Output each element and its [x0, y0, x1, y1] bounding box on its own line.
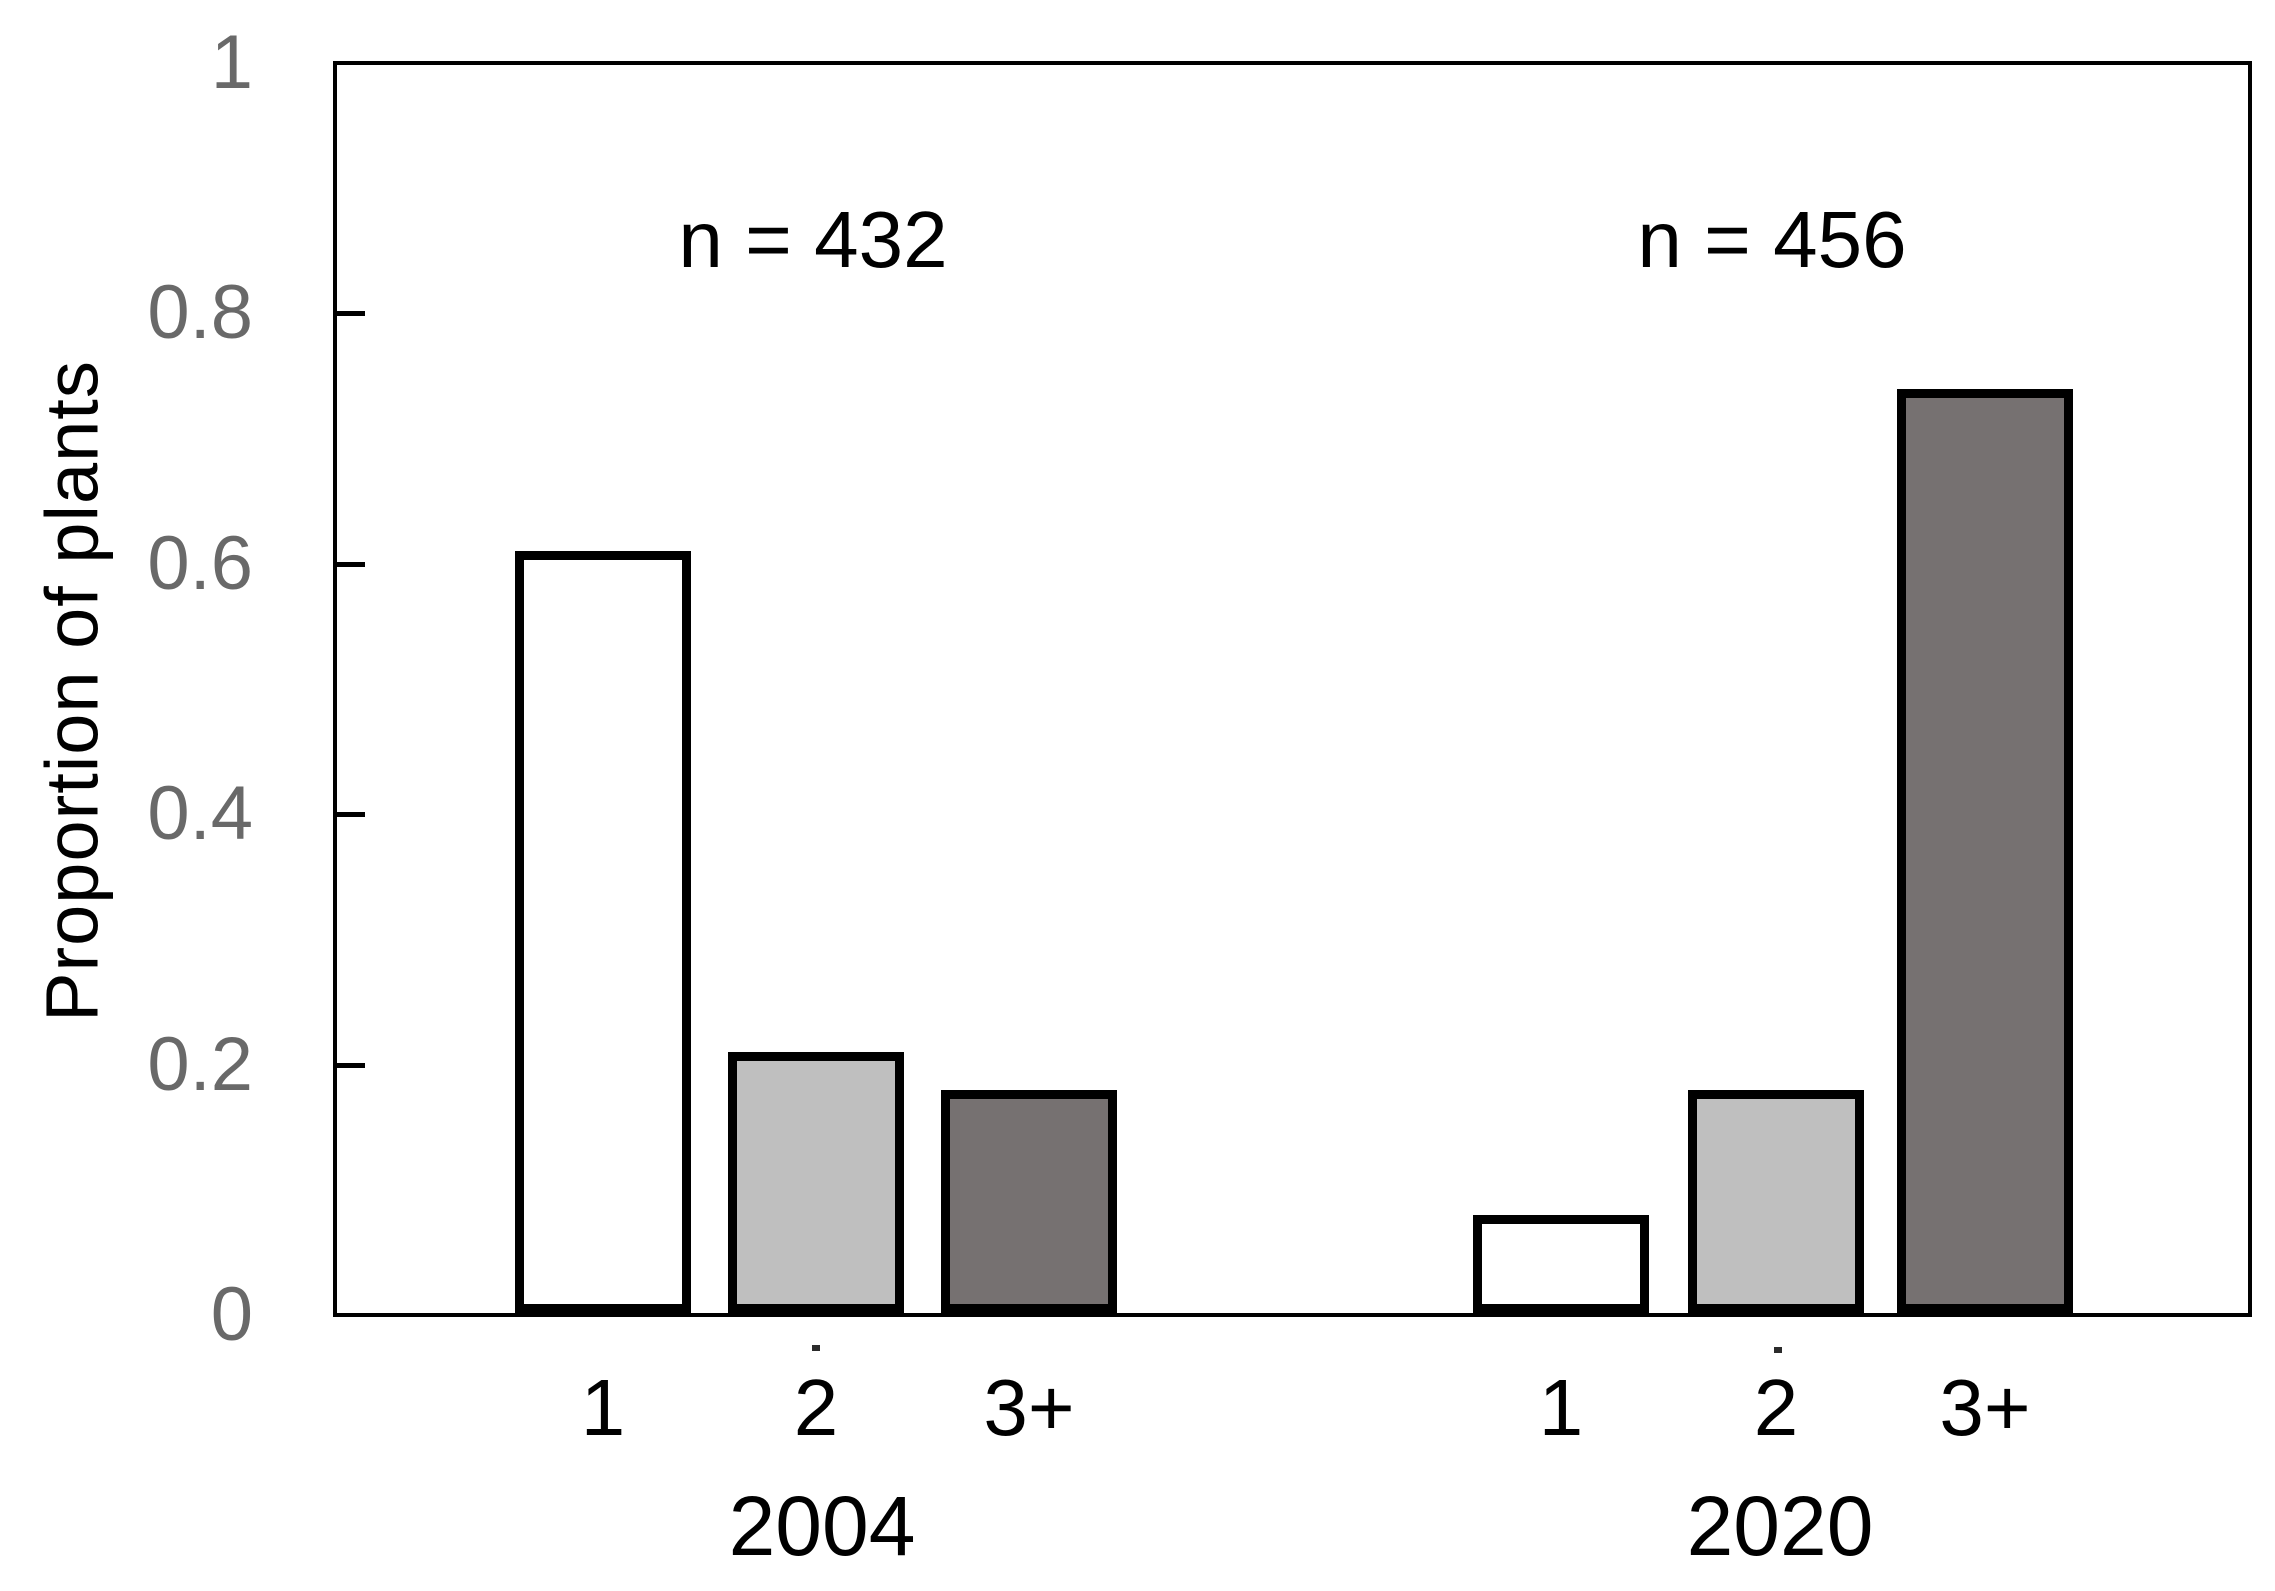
y-tick-mark: [337, 1062, 365, 1068]
plot-area: [333, 61, 2252, 1317]
bar-2004-2: [728, 1052, 904, 1313]
bar-2004-1: [515, 551, 691, 1313]
x-category-label-2020-3+: 3+: [1939, 1363, 2031, 1452]
sample-size-annotation-2020: n = 456: [1637, 195, 1907, 284]
y-axis-title: Proportion of plants: [30, 360, 114, 1022]
bar-2020-1: [1473, 1215, 1649, 1313]
x-category-label-2004-2: 2: [793, 1363, 839, 1452]
y-tick-label: 1: [210, 20, 253, 105]
y-tick-label: 0.4: [147, 771, 253, 857]
x-category-label-2020-1: 1: [1538, 1363, 1584, 1452]
group-label-2004: 2004: [728, 1479, 916, 1573]
x-category-label-2004-3+: 3+: [983, 1363, 1075, 1452]
y-tick-label: 0.2: [147, 1021, 253, 1107]
axis-minor-tick: [1774, 1347, 1782, 1353]
axis-minor-tick: [812, 1345, 820, 1351]
bar-2020-2: [1688, 1090, 1864, 1313]
y-tick-label: 0.8: [147, 270, 253, 356]
group-label-2020: 2020: [1686, 1479, 1874, 1573]
y-tick-label: 0.6: [147, 520, 253, 606]
bar-2020-3+: [1897, 389, 2073, 1313]
x-category-label-2004-1: 1: [580, 1363, 626, 1452]
y-tick-mark: [337, 812, 365, 818]
y-tick-mark: [337, 561, 365, 567]
sample-size-annotation-2004: n = 432: [678, 195, 948, 284]
x-category-label-2020-2: 2: [1753, 1363, 1799, 1452]
y-tick-mark: [337, 311, 365, 317]
bar-2004-3+: [941, 1090, 1117, 1313]
y-tick-label: 0: [210, 1272, 253, 1357]
